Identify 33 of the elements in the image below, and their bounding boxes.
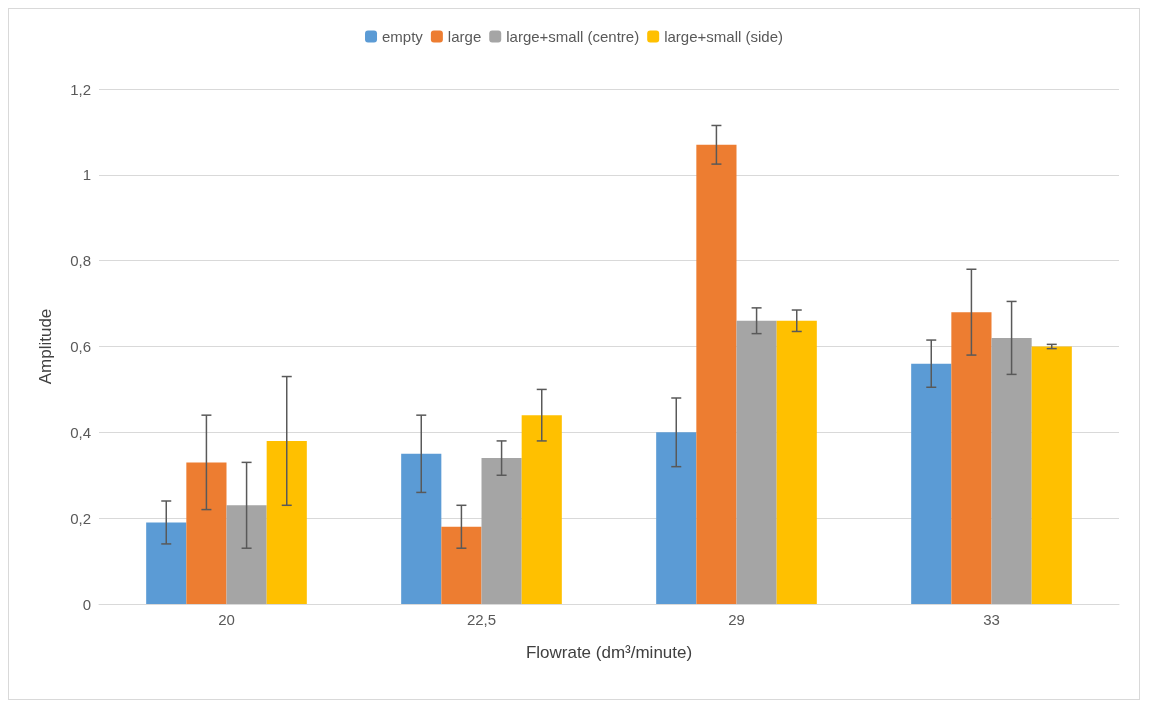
y-tick-label: 0,6 xyxy=(70,338,91,355)
bar xyxy=(951,312,992,604)
x-tick-label: 20 xyxy=(218,611,235,628)
y-tick-label: 1,2 xyxy=(70,80,91,98)
bar xyxy=(441,526,482,604)
y-tick-label: 0,8 xyxy=(70,252,91,270)
legend-label: empty xyxy=(382,28,424,45)
bar xyxy=(401,453,442,604)
y-axis-title: Amplitude xyxy=(36,308,55,385)
bar xyxy=(696,144,737,604)
legend-label: large+small (centre) xyxy=(506,28,640,45)
bar xyxy=(481,458,522,604)
legend-label: large xyxy=(447,28,482,45)
legend-label: large+small (side) xyxy=(664,28,783,45)
x-tick-label: 33 xyxy=(983,611,1000,628)
bar xyxy=(656,432,697,604)
bar xyxy=(1031,346,1072,604)
bar xyxy=(776,320,817,604)
y-tick-label: 0 xyxy=(82,595,91,613)
y-tick-label: 1 xyxy=(82,166,91,184)
bar xyxy=(266,440,307,604)
x-tick-label: 22,5 xyxy=(466,611,497,628)
y-tick-label: 0,4 xyxy=(70,423,91,441)
bar xyxy=(911,363,952,604)
bar xyxy=(226,505,267,604)
y-tick-label: 0,2 xyxy=(70,509,91,527)
x-axis-title: Flowrate (dm³/minute) xyxy=(525,643,693,662)
bar xyxy=(186,462,227,604)
bar xyxy=(736,320,777,604)
x-tick-label: 29 xyxy=(728,611,745,628)
bar xyxy=(146,522,187,604)
bar xyxy=(991,337,1032,604)
bar xyxy=(521,415,562,604)
